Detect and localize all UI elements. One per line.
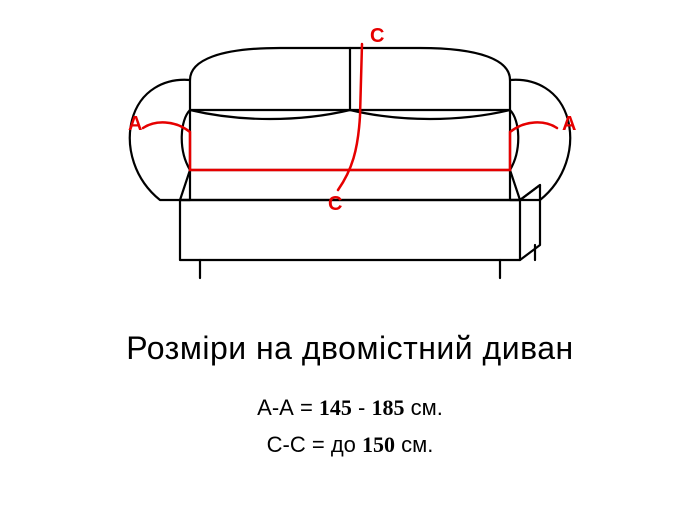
cc-suffix: см.: [395, 432, 433, 457]
label-a-left: A: [128, 113, 142, 135]
sofa-diagram: C C A A: [70, 20, 630, 310]
aa-prefix: А-А =: [257, 395, 319, 420]
title: Розміри на двомістний диван: [0, 330, 700, 367]
aa-min: 145: [319, 395, 352, 420]
label-c-top: C: [370, 25, 384, 47]
cc-prefix: С-С = до: [267, 432, 362, 457]
dimension-aa: А-А = 145 - 185 см.: [0, 389, 700, 426]
cc-value: 150: [362, 432, 395, 457]
aa-suffix: см.: [404, 395, 442, 420]
label-a-right: A: [562, 113, 576, 135]
dimension-cc: С-С = до 150 см.: [0, 426, 700, 463]
dimensions-block: А-А = 145 - 185 см. С-С = до 150 см.: [0, 389, 700, 464]
aa-max: 185: [371, 395, 404, 420]
aa-sep: -: [352, 395, 372, 420]
label-c-bottom: C: [328, 193, 342, 215]
